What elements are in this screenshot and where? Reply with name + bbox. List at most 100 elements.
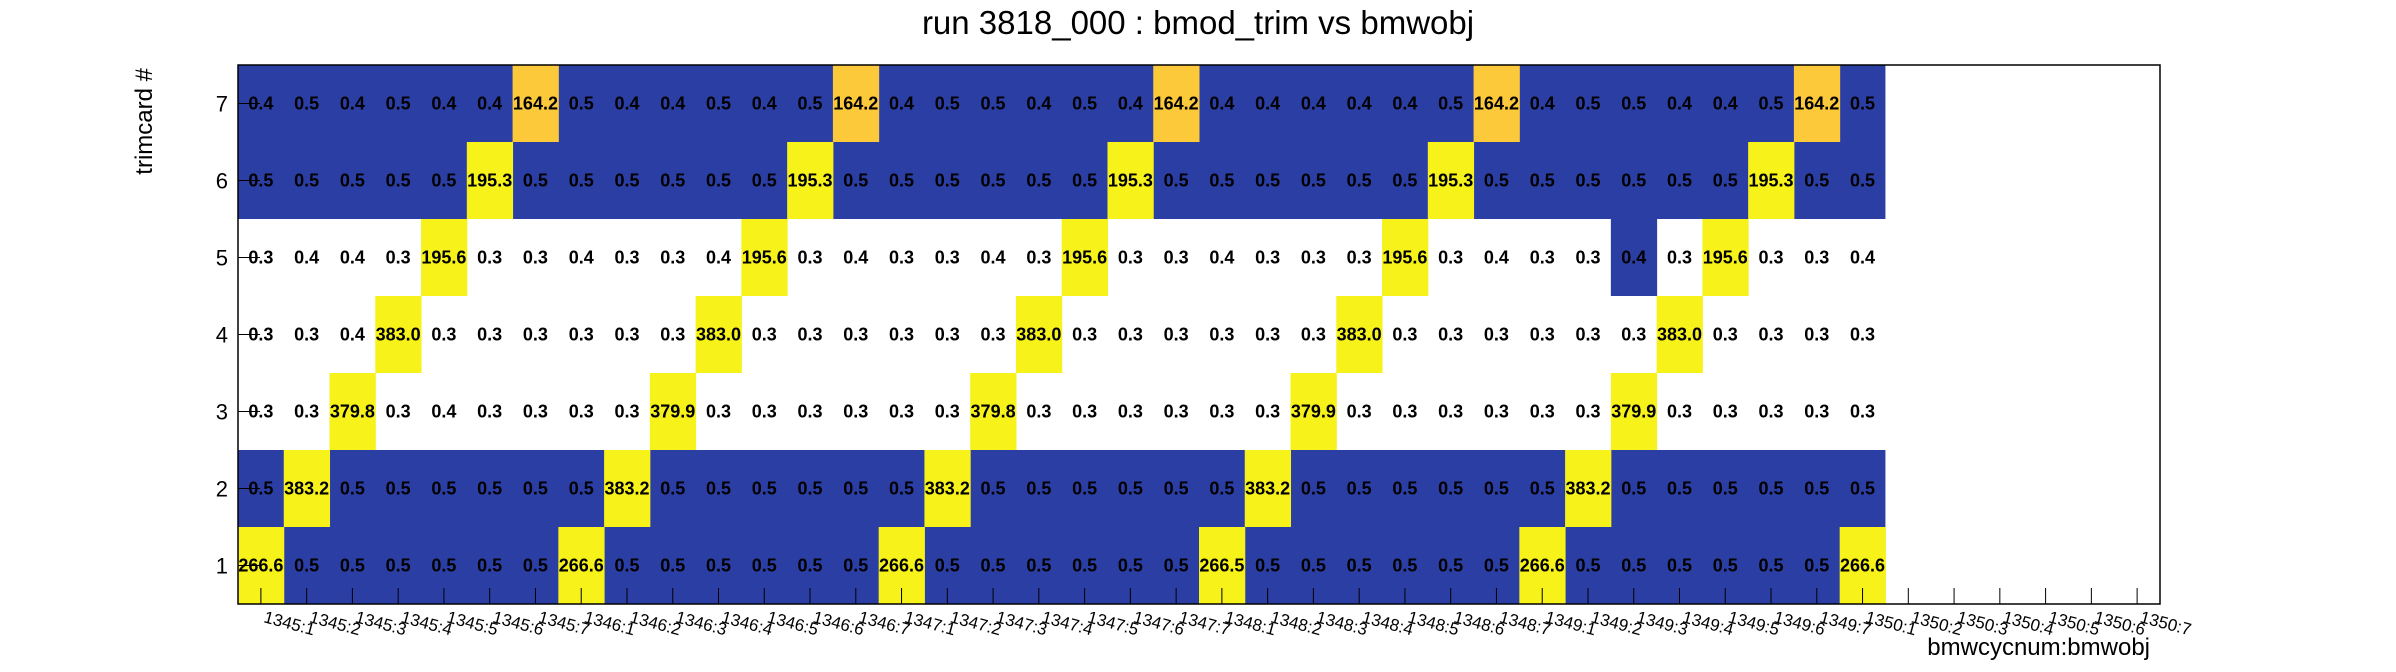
cell-value-label: 0.3	[1438, 248, 1463, 268]
cell-value-label: 0.4	[981, 248, 1006, 268]
y-tick-label: 3	[216, 400, 228, 425]
cell-value-label: 0.3	[843, 325, 868, 345]
heatmap-cell	[695, 296, 742, 373]
cell-value-label: 0.5	[1164, 171, 1189, 191]
cell-value-label: 0.4	[294, 248, 319, 268]
cell-value-label: 0.5	[1301, 479, 1326, 499]
cell-value-label: 0.4	[1026, 94, 1051, 114]
cell-value-label: 0.4	[1621, 248, 1646, 268]
heatmap-cell	[741, 219, 788, 296]
heatmap-cell	[1702, 219, 1749, 296]
cell-value-label: 0.3	[523, 248, 548, 268]
cell-value-label: 0.5	[660, 556, 685, 576]
cell-value-label: 0.5	[1301, 171, 1326, 191]
cell-value-label: 266.6	[1840, 556, 1885, 576]
chart-title: run 3818_000 : bmod_trim vs bmwobj	[922, 4, 1474, 41]
cell-value-label: 0.3	[1392, 325, 1417, 345]
heatmap-cell	[832, 65, 880, 142]
cell-value-label: 0.3	[1392, 402, 1417, 422]
heatmap-cell	[1153, 65, 1200, 142]
cell-value-label: 0.5	[1347, 171, 1372, 191]
cell-value-label: 0.5	[706, 479, 731, 499]
cell-value-label: 0.5	[1759, 94, 1784, 114]
cell-value-label: 0.5	[1392, 171, 1417, 191]
cell-value-label: 0.5	[340, 171, 365, 191]
cell-value-label: 0.3	[1347, 248, 1372, 268]
heatmap-cell	[970, 373, 1017, 450]
x-axis-title: bmwcycnum:bmwobj	[1927, 634, 2150, 661]
heatmap-cell	[1061, 219, 1108, 296]
cell-value-label: 195.6	[1703, 248, 1748, 268]
y-tick-label: 1	[216, 554, 228, 579]
cell-value-label: 0.5	[935, 556, 960, 576]
cell-value-label: 0.5	[569, 94, 594, 114]
cell-value-label: 266.6	[1520, 556, 1565, 576]
cell-value-label: 195.3	[1749, 171, 1794, 191]
cell-value-label: 0.5	[1575, 171, 1600, 191]
cell-value-label: 0.5	[431, 171, 456, 191]
cell-value-label: 266.5	[1199, 556, 1244, 576]
cell-value-label: 0.3	[1759, 325, 1784, 345]
cell-value-label: 0.3	[1438, 402, 1463, 422]
cell-value-label: 0.5	[981, 171, 1006, 191]
cell-value-label: 0.3	[1118, 325, 1143, 345]
cell-value-label: 0.3	[477, 402, 502, 422]
cell-value-label: 0.5	[248, 479, 273, 499]
cell-value-label: 0.3	[1484, 402, 1509, 422]
cell-value-label: 0.3	[798, 325, 823, 345]
cell-value-label: 0.5	[1484, 479, 1509, 499]
cell-value-label: 0.5	[1713, 556, 1738, 576]
cell-value-label: 0.5	[569, 479, 594, 499]
cell-value-label: 0.4	[1118, 94, 1143, 114]
cell-value-label: 0.3	[981, 325, 1006, 345]
cell-value-label: 0.5	[752, 171, 777, 191]
cell-value-label: 0.5	[1484, 171, 1509, 191]
cell-value-label: 0.4	[477, 94, 502, 114]
cell-value-label: 0.3	[248, 325, 273, 345]
cell-value-label: 0.4	[614, 94, 639, 114]
cell-value-label: 0.5	[706, 94, 731, 114]
cell-value-label: 0.3	[1575, 248, 1600, 268]
cell-value-label: 0.4	[340, 325, 365, 345]
cell-value-label: 0.3	[386, 248, 411, 268]
cell-value-label: 0.3	[1804, 402, 1829, 422]
cell-value-label: 383.0	[1016, 325, 1061, 345]
cell-value-label: 0.5	[889, 171, 914, 191]
cell-value-label: 0.3	[294, 325, 319, 345]
cell-value-label: 0.3	[798, 402, 823, 422]
cell-value-label: 0.4	[431, 94, 456, 114]
cell-value-label: 0.5	[1759, 479, 1784, 499]
heatmap-cell	[329, 373, 376, 450]
cell-value-label: 195.6	[742, 248, 787, 268]
cell-value-label: 0.4	[1301, 94, 1326, 114]
cell-value-label: 0.5	[1209, 171, 1234, 191]
cell-value-label: 195.3	[1428, 171, 1473, 191]
cell-value-label: 0.5	[1804, 556, 1829, 576]
heatmap-cell	[787, 142, 834, 219]
cell-value-label: 0.5	[889, 479, 914, 499]
cell-value-label: 0.5	[386, 479, 411, 499]
cell-value-label: 0.5	[1759, 556, 1784, 576]
cell-value-label: 0.5	[1026, 556, 1051, 576]
cell-value-label: 0.4	[431, 402, 456, 422]
cell-value-label: 0.3	[1438, 325, 1463, 345]
cell-value-label: 0.5	[1347, 479, 1372, 499]
cell-value-label: 0.3	[1072, 325, 1097, 345]
cell-value-label: 0.5	[431, 556, 456, 576]
cell-value-label: 0.5	[981, 94, 1006, 114]
cell-value-label: 195.3	[788, 171, 833, 191]
cell-value-label: 195.3	[467, 171, 512, 191]
heatmap-cell	[466, 142, 514, 219]
heatmap-cell	[604, 450, 651, 527]
heatmap-cell	[1473, 65, 1520, 142]
cell-value-label: 0.3	[1255, 248, 1280, 268]
cell-value-label: 379.9	[1611, 402, 1656, 422]
cell-value-label: 0.5	[614, 171, 639, 191]
cell-value-label: 0.4	[1392, 94, 1417, 114]
cell-value-label: 195.6	[421, 248, 466, 268]
cell-value-label: 0.3	[1164, 248, 1189, 268]
cell-value-label: 379.9	[650, 402, 695, 422]
cell-value-label: 0.5	[1255, 171, 1280, 191]
cell-value-label: 0.5	[660, 171, 685, 191]
plot-frame	[237, 64, 2161, 605]
